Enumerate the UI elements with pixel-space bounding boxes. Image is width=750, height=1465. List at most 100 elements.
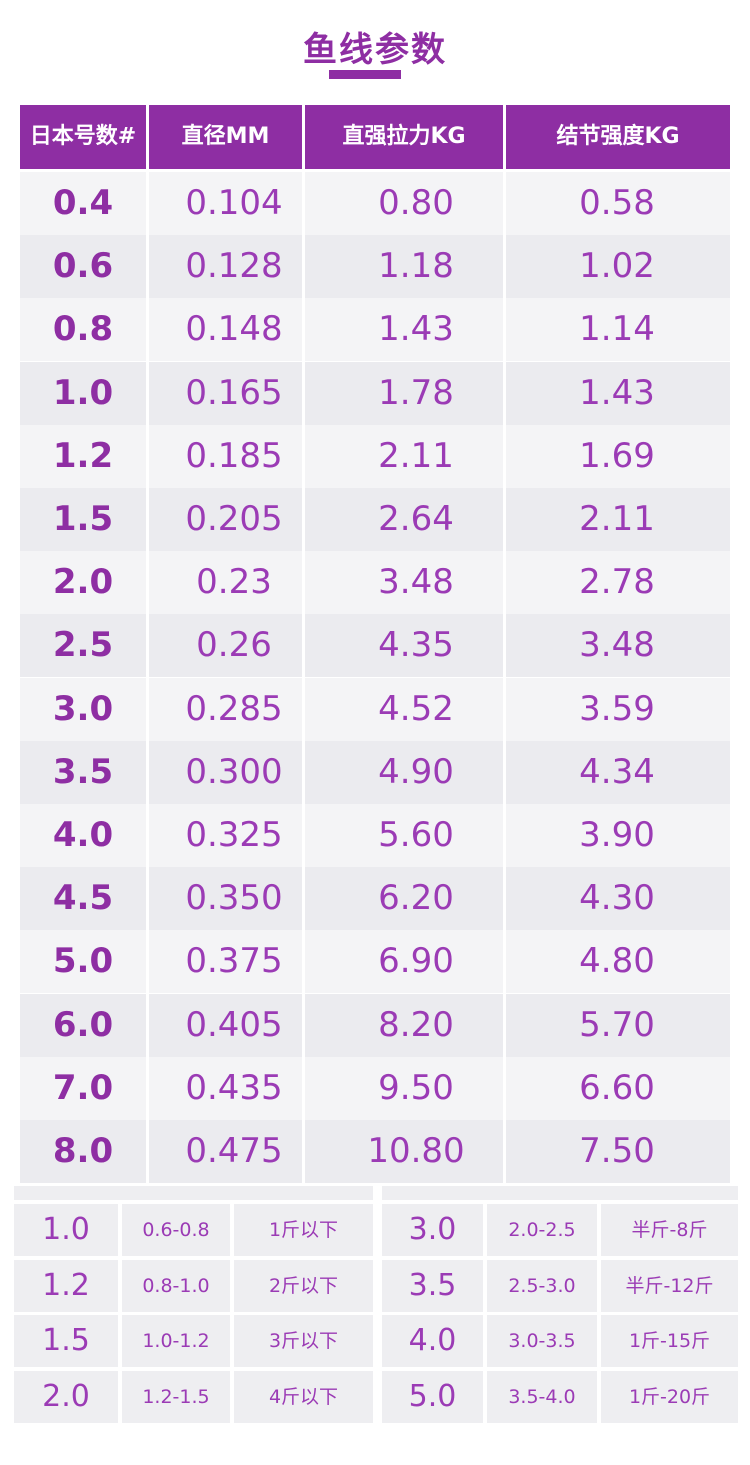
guide-size: 2.0	[14, 1370, 118, 1423]
column-divider	[503, 930, 506, 994]
diameter-cell: 0.23	[196, 562, 272, 603]
guide-range: 1.0-1.2	[122, 1315, 230, 1367]
straight-strength-cell: 6.90	[378, 941, 454, 982]
guide-range: 2.5-3.0	[487, 1259, 597, 1312]
guide-range: 0.6-0.8	[122, 1204, 230, 1256]
title-underline	[329, 70, 401, 79]
table-header: 日本号数# 直径MM 直强拉力KG 结节强度KG	[20, 105, 730, 169]
size-cell: 5.0	[52, 941, 114, 982]
header-divider	[146, 105, 149, 169]
straight-strength-cell: 4.90	[378, 751, 454, 792]
guide-size: 4.0	[382, 1315, 483, 1367]
diameter-cell: 0.148	[185, 309, 283, 350]
column-divider	[302, 740, 305, 804]
column-divider	[146, 235, 149, 299]
diameter-cell: 0.475	[185, 1131, 283, 1171]
guide-size: 1.5	[14, 1315, 118, 1367]
diameter-cell: 0.165	[185, 372, 283, 413]
column-divider	[503, 1056, 506, 1120]
guide-size: 1.0	[14, 1204, 118, 1256]
column-divider	[503, 1120, 506, 1183]
diameter-cell: 0.435	[185, 1067, 283, 1108]
guide-range: 0.8-1.0	[122, 1259, 230, 1312]
straight-strength-cell: 0.80	[378, 183, 454, 223]
knot-strength-cell: 0.58	[579, 183, 655, 223]
size-cell: 4.0	[52, 815, 114, 855]
page-title: 鱼线参数	[303, 30, 447, 70]
straight-strength-cell: 9.50	[378, 1067, 454, 1108]
column-divider	[503, 804, 506, 867]
knot-strength-cell: 5.70	[579, 1004, 655, 1045]
knot-strength-cell: 4.34	[579, 751, 655, 792]
straight-strength-cell: 5.60	[378, 815, 454, 855]
column-divider	[302, 488, 305, 551]
knot-strength-cell: 1.69	[579, 435, 655, 476]
column-divider	[146, 867, 149, 931]
column-divider	[146, 1056, 149, 1120]
knot-strength-cell: 7.50	[579, 1131, 655, 1171]
guide-range: 2.0-2.5	[487, 1204, 597, 1256]
column-divider	[146, 488, 149, 551]
column-divider	[302, 677, 305, 741]
guide-weight: 1斤-20斤	[601, 1370, 738, 1423]
guide-weight: 半斤-12斤	[601, 1259, 738, 1312]
guide-weight: 1斤-15斤	[601, 1315, 738, 1367]
knot-strength-cell: 3.48	[579, 625, 655, 666]
table-row: 3.5 0.300 4.90 4.34	[20, 740, 730, 804]
size-cell: 3.5	[52, 751, 114, 792]
diameter-cell: 0.104	[185, 183, 283, 223]
table-row: 2.5 0.26 4.35 3.48	[20, 614, 730, 678]
size-cell: 4.5	[52, 878, 114, 919]
header-diameter: 直径MM	[181, 124, 270, 149]
straight-strength-cell: 2.11	[378, 435, 454, 476]
column-divider	[503, 614, 506, 678]
size-cell: 1.0	[52, 372, 114, 413]
column-divider	[503, 361, 506, 425]
column-divider	[302, 867, 305, 931]
column-divider	[302, 298, 305, 362]
column-divider	[146, 551, 149, 615]
knot-strength-cell: 2.11	[579, 499, 655, 539]
guide-weight: 2斤以下	[234, 1259, 373, 1312]
header-straight-strength: 直强拉力KG	[342, 124, 466, 149]
straight-strength-cell: 1.43	[378, 309, 454, 350]
header-knot-strength: 结节强度KG	[556, 124, 680, 149]
guide-size: 3.5	[382, 1259, 483, 1312]
diameter-cell: 0.375	[185, 941, 283, 982]
column-divider	[146, 677, 149, 741]
column-divider	[302, 172, 305, 235]
column-divider	[503, 551, 506, 615]
column-divider	[503, 424, 506, 488]
column-divider	[146, 614, 149, 678]
header-divider	[503, 105, 506, 169]
knot-strength-cell: 2.78	[579, 562, 655, 603]
knot-strength-cell: 1.43	[579, 372, 655, 413]
knot-strength-cell: 4.30	[579, 878, 655, 919]
size-cell: 0.8	[52, 309, 114, 350]
size-cell: 2.0	[52, 562, 114, 603]
straight-strength-cell: 1.18	[378, 246, 454, 287]
size-cell: 3.0	[52, 688, 114, 729]
column-divider	[302, 551, 305, 615]
column-divider	[302, 930, 305, 994]
table-row: 3.0 0.285 4.52 3.59	[20, 677, 730, 741]
size-cell: 1.5	[52, 499, 114, 539]
column-divider	[302, 424, 305, 488]
column-divider	[146, 993, 149, 1057]
knot-strength-cell: 3.59	[579, 688, 655, 729]
straight-strength-cell: 8.20	[378, 1004, 454, 1045]
column-divider	[146, 930, 149, 994]
straight-strength-cell: 2.64	[378, 499, 454, 539]
diameter-cell: 0.205	[185, 499, 283, 539]
knot-strength-cell: 4.80	[579, 941, 655, 982]
table-row: 1.2 0.185 2.11 1.69	[20, 424, 730, 488]
guide-weight: 半斤-8斤	[601, 1204, 738, 1256]
knot-strength-cell: 6.60	[579, 1067, 655, 1108]
column-divider	[302, 614, 305, 678]
straight-strength-cell: 4.35	[378, 625, 454, 666]
column-divider	[146, 1120, 149, 1183]
guide-range: 1.2-1.5	[122, 1370, 230, 1423]
table-row: 6.0 0.405 8.20 5.70	[20, 993, 730, 1057]
table-row: 0.4 0.104 0.80 0.58	[20, 172, 730, 235]
column-divider	[302, 361, 305, 425]
